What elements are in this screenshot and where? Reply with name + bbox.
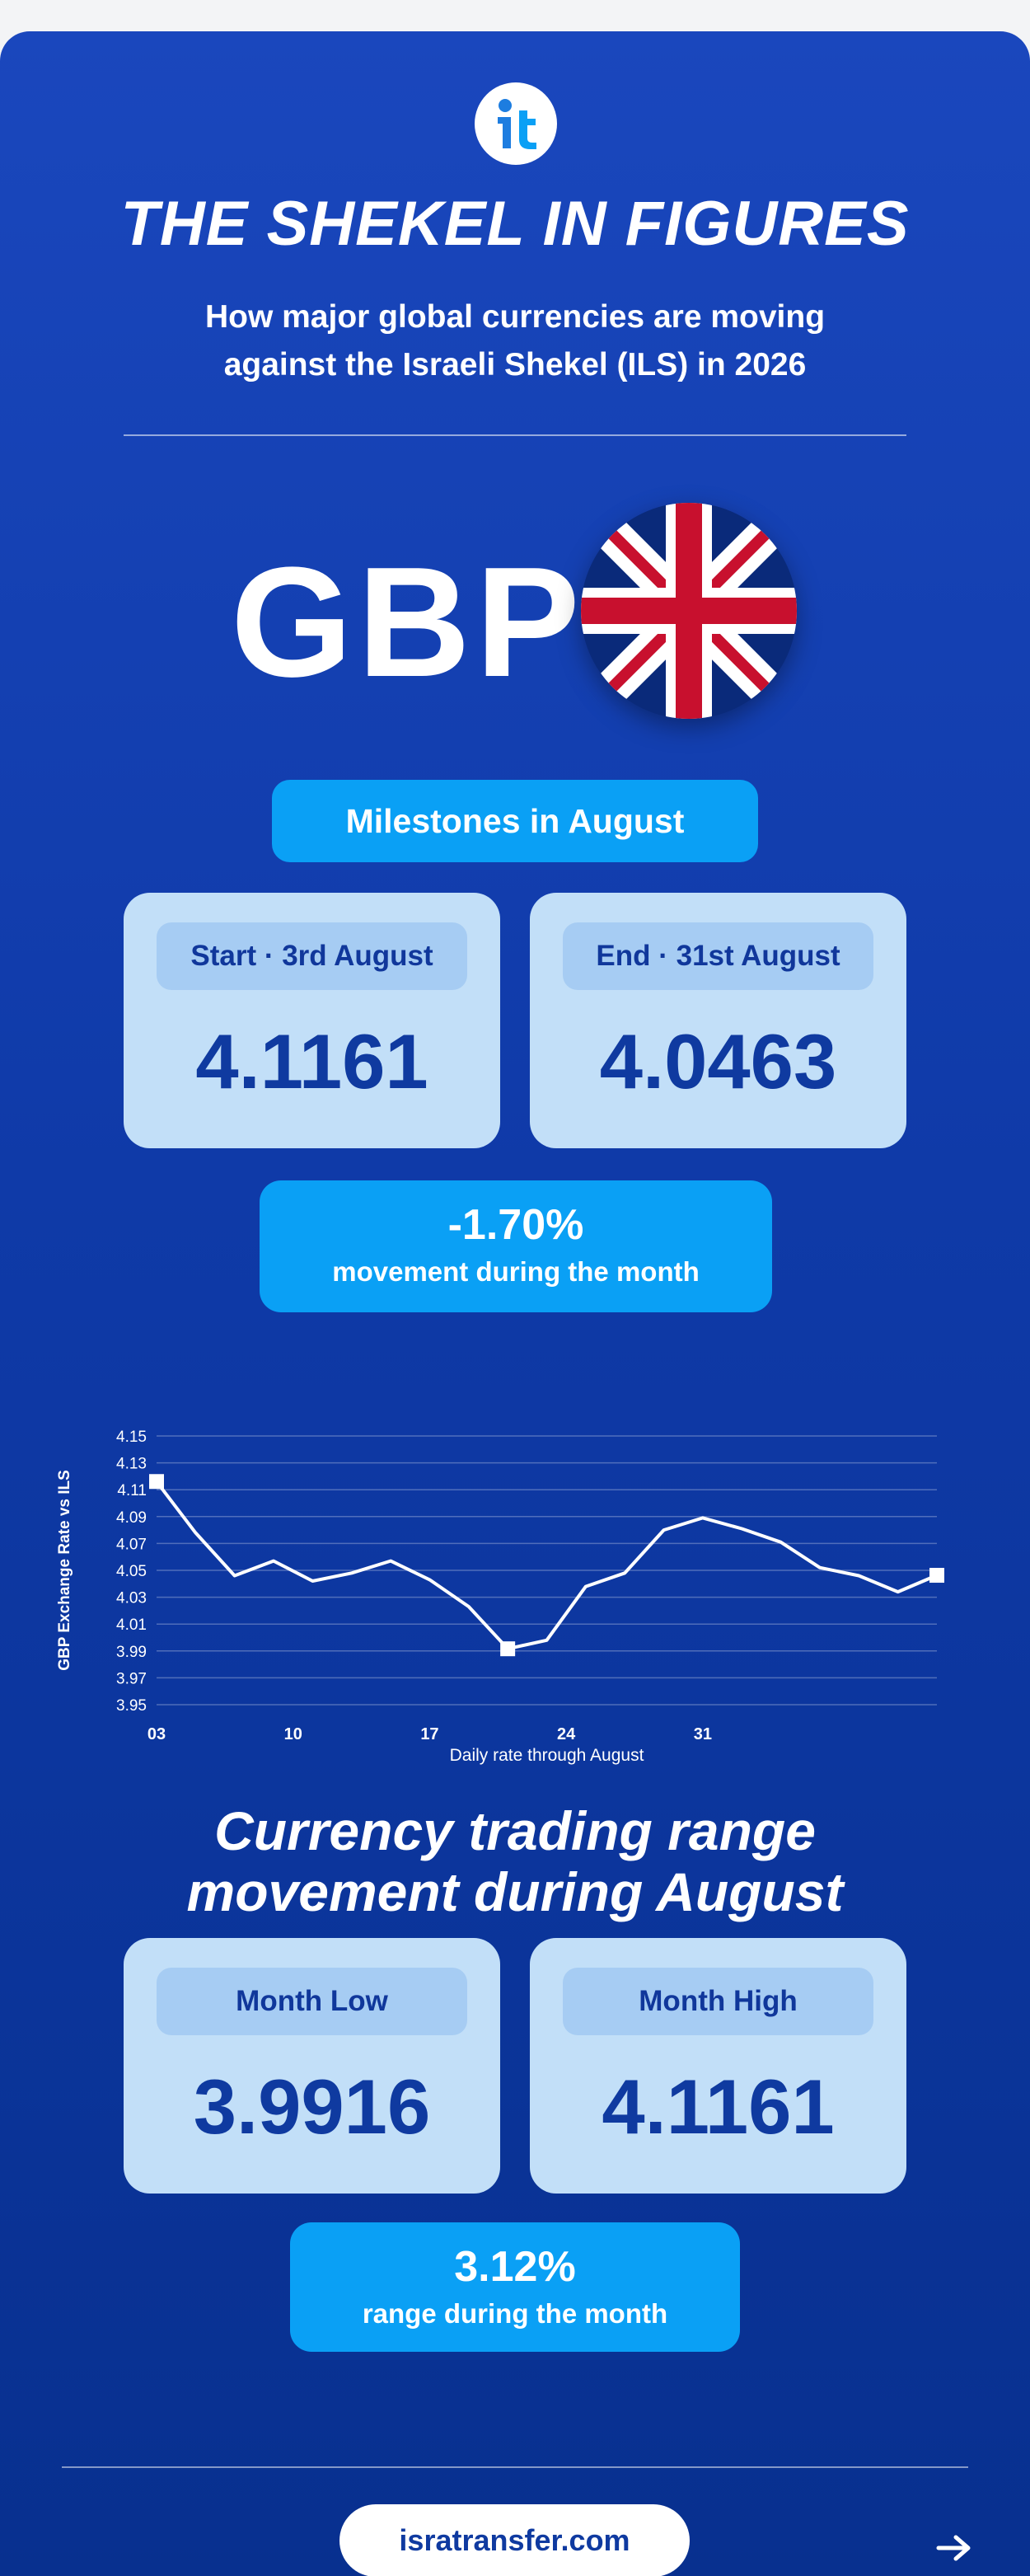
x-tick-label: 17: [420, 1725, 438, 1743]
end-stat-card: End · 31st August 4.0463: [530, 893, 906, 1148]
y-tick-label: 3.97: [116, 1670, 147, 1687]
subtitle-line-2: against the Israeli Shekel (ILS) in 2026: [223, 347, 807, 382]
month-low-card: Month Low 3.9916: [124, 1938, 500, 2194]
start-label: Start · 3rd August: [157, 922, 467, 990]
y-tick-label: 3.99: [116, 1644, 147, 1661]
subtitle-line-1: How major global currencies are moving: [204, 299, 826, 335]
month-low-value: 3.9916: [193, 2063, 431, 2150]
start-stat-card: Start · 3rd August 4.1161: [124, 893, 500, 1148]
range-heading-line-2: movement during August: [186, 1861, 844, 1922]
page-subtitle: How major global currencies are moving a…: [144, 293, 886, 389]
y-axis-label: GBP Exchange Rate vs ILS: [56, 1470, 73, 1671]
infographic-card: THE SHEKEL IN FIGURES How major global c…: [0, 31, 1030, 2576]
range-value: 3.12%: [454, 2243, 576, 2291]
x-tick-label: 31: [694, 1725, 712, 1743]
x-tick-label: 24: [557, 1725, 576, 1743]
x-axis-label: Daily rate through August: [450, 1746, 644, 1765]
data-point-marker: [929, 1568, 944, 1584]
arrow-right-icon[interactable]: [936, 2534, 972, 2566]
uk-flag-icon: [581, 503, 797, 719]
rate-line: [155, 1480, 938, 1651]
change-value: -1.70%: [447, 1201, 584, 1249]
month-high-card: Month High 4.1161: [530, 1938, 906, 2194]
monthly-change-badge: -1.70% movement during the month: [260, 1180, 772, 1312]
y-tick-label: 4.15: [116, 1429, 147, 1446]
range-heading: Currency trading range movement during A…: [0, 1800, 1030, 1922]
currency-code: GBP: [231, 535, 585, 710]
range-caption: range during the month: [362, 2298, 668, 2329]
month-low-label: Month Low: [157, 1968, 467, 2035]
brand-logo-icon: [475, 82, 557, 165]
page-title: THE SHEKEL IN FIGURES: [120, 189, 910, 259]
x-tick-label: 10: [284, 1725, 302, 1743]
y-tick-label: 4.09: [116, 1509, 147, 1527]
data-point-marker: [500, 1641, 516, 1657]
range-heading-line-1: Currency trading range: [214, 1800, 816, 1861]
y-tick-label: 4.07: [116, 1536, 147, 1553]
y-tick-label: 4.11: [117, 1482, 147, 1499]
y-tick-label: 4.05: [116, 1563, 147, 1580]
end-label: End · 31st August: [563, 922, 873, 990]
exchange-rate-chart: 4.15 4.13 4.11 4.09 4.07 4.05 4.03 4.01 3.99 3.97…: [56, 1429, 944, 1765]
footer-divider: [62, 2466, 968, 2468]
website-link[interactable]: isratransfer.com: [339, 2504, 690, 2576]
y-tick-label: 4.01: [116, 1616, 147, 1634]
range-badge: 3.12% range during the month: [290, 2222, 740, 2352]
month-high-value: 4.1161: [602, 2063, 835, 2150]
milestones-heading: Milestones in August: [272, 780, 758, 862]
y-tick-label: 4.03: [116, 1590, 147, 1607]
start-value: 4.1161: [195, 1018, 428, 1105]
end-value: 4.0463: [599, 1018, 837, 1105]
x-tick-label: 03: [147, 1725, 166, 1743]
data-point-marker: [149, 1474, 164, 1490]
y-tick-label: 3.95: [116, 1697, 147, 1715]
month-high-label: Month High: [563, 1968, 873, 2035]
y-tick-label: 4.13: [116, 1456, 147, 1473]
divider: [124, 434, 906, 436]
change-caption: movement during the month: [332, 1256, 700, 1287]
